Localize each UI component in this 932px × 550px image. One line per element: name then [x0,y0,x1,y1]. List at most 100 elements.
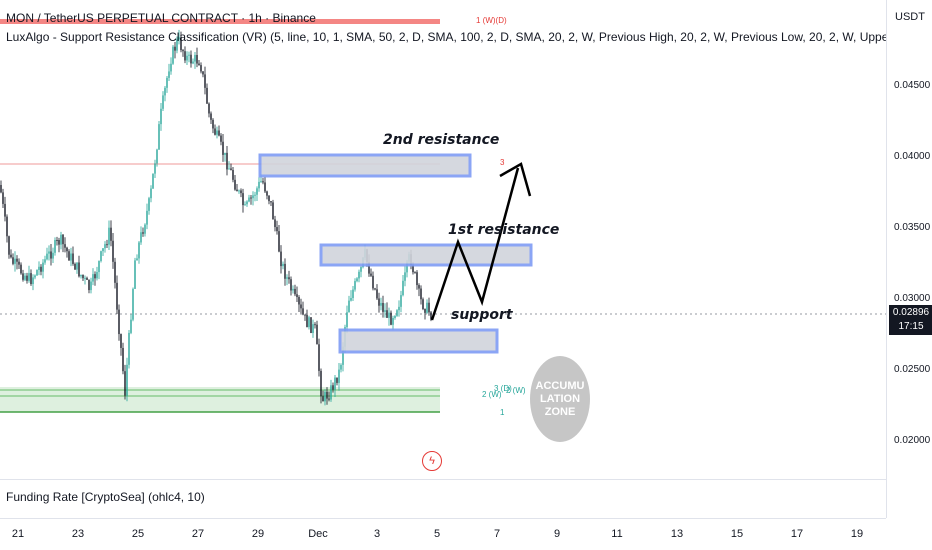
time-axis[interactable]: 21 23 25 27 29 Dec 3 5 7 9 11 13 15 17 1… [0,518,886,550]
candle-body [164,87,166,96]
candle-body [8,236,10,255]
candle-body [170,63,172,72]
indicator-legend[interactable]: LuxAlgo - Support Resistance Classificat… [6,30,886,44]
candle-body [244,204,246,206]
candle-body [176,39,178,51]
candle-body [60,234,62,245]
candle-body [352,289,354,299]
candle-body [306,314,308,328]
candle-body [324,391,326,402]
candle-body [308,317,310,328]
candle-body [232,170,234,180]
candle-body [260,181,262,183]
candle-body [358,271,360,279]
candle-body [68,251,70,261]
candle-body [110,227,112,241]
candle-body [132,288,134,320]
candle-body [22,273,24,280]
candle-body [430,312,432,320]
candle-body [280,251,282,267]
price-label: 0.03000 [894,293,931,304]
candle-body [298,297,300,305]
candle-body [50,251,52,259]
candle-body [390,312,392,325]
support-label[interactable]: support [451,307,513,323]
candle-body [282,263,284,267]
candle-body [310,317,312,333]
second-resistance-box[interactable] [258,153,472,178]
candle-body [236,189,238,192]
projection-path[interactable] [430,167,520,321]
candle-body [338,369,340,383]
candle-body [72,253,74,264]
candle-body [14,258,16,264]
candle-body [206,87,208,104]
candle-body [212,119,214,129]
candle-body [424,308,426,313]
chart-area[interactable]: MON / TetherUS PERPETUAL CONTRACT · 1h ·… [0,0,886,478]
candle-body [400,295,402,307]
price-label: 0.04000 [894,151,931,162]
candle-body [326,391,328,399]
currency-label[interactable]: USDT [895,11,925,23]
time-label: 13 [670,528,684,540]
candle-body [154,163,156,174]
candle-body [252,195,254,199]
candle-body [284,263,286,279]
candle-body [342,346,344,365]
candle-body [34,275,36,278]
candle-body [38,266,40,270]
last-price-tag: 0.02896 17:15 [889,305,932,335]
last-price-value: 0.02896 [892,307,930,318]
candle-body [330,385,332,400]
first-resistance-box[interactable] [319,243,533,267]
symbol-legend[interactable]: MON / TetherUS PERPETUAL CONTRACT · 1h ·… [6,11,316,25]
support-box[interactable] [338,328,499,354]
candle-body [64,244,66,248]
candle-body [242,193,244,206]
candle-body [266,191,268,196]
first-resistance-label[interactable]: 1st resistance [448,222,560,238]
candle-body [126,364,128,396]
candle-body [18,261,20,265]
accumulation-zone-badge[interactable]: ACCUMU LATION ZONE [530,356,590,442]
candle-body [302,308,304,315]
candle-body [272,202,274,220]
candle-body [42,262,44,272]
candle-body [74,263,76,270]
indicator-pane-title[interactable]: Funding Rate [CryptoSea] (ohlc4, 10) [6,490,205,504]
candle-body [82,274,84,279]
candle-body [360,267,362,272]
candle-body [48,251,50,254]
candle-body [322,396,324,402]
candlestick-chart[interactable] [0,0,886,478]
candle-body [320,370,322,397]
candle-body [208,103,210,114]
candle-body [180,37,182,51]
candle-body [378,298,380,306]
candle-body [146,210,148,225]
candle-body [258,181,260,189]
time-label: 9 [553,528,561,540]
candle-body [30,273,32,285]
lightning-icon[interactable]: ϟ [422,451,442,471]
time-label: 29 [251,528,265,540]
time-label: 27 [191,528,205,540]
candle-body [36,269,38,276]
green-marker-b: 3 (D) [494,384,512,393]
candle-body [270,201,272,203]
candle-body [218,130,220,136]
candle-body [274,219,276,228]
time-label: 15 [730,528,744,540]
candle-body [254,194,256,196]
candle-body [224,152,226,155]
candle-body [70,253,72,261]
candle-body [134,260,136,289]
candle-body [356,278,358,282]
time-label: 25 [131,528,145,540]
indicator-pane[interactable]: Funding Rate [CryptoSea] (ohlc4, 10) [0,479,886,518]
candle-body [90,281,92,291]
second-resistance-label[interactable]: 2nd resistance [383,132,500,148]
price-scale[interactable]: USDT 0.04500 0.04000 0.03500 0.03000 0.0… [886,0,932,518]
candle-body [286,277,288,279]
